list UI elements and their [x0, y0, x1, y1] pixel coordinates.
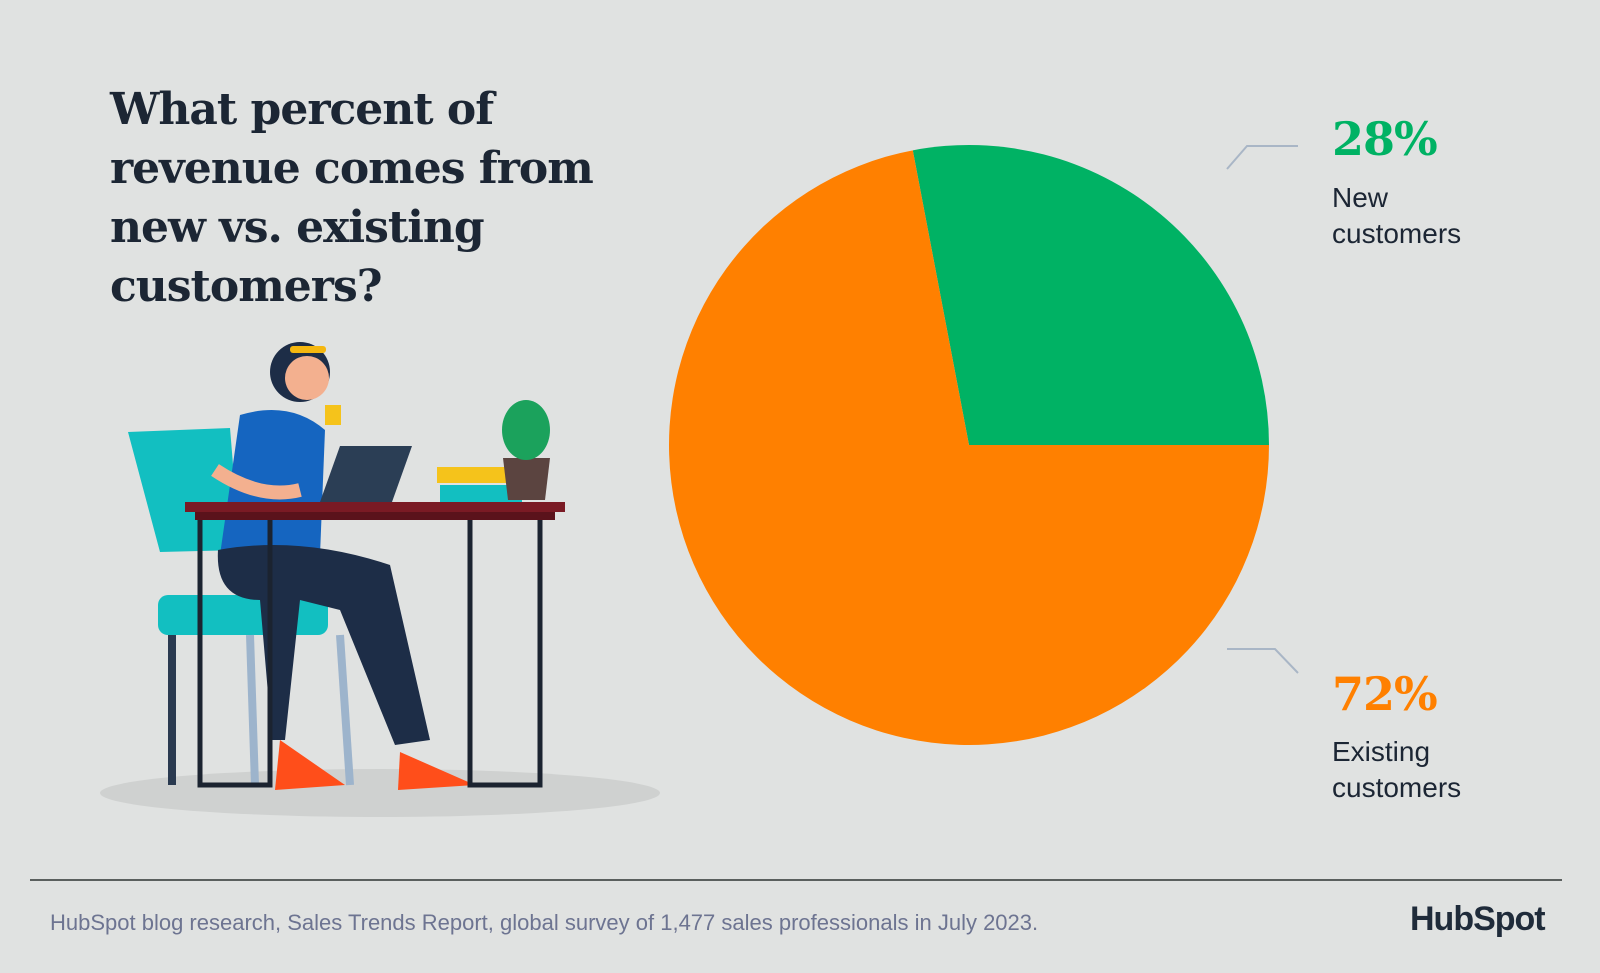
label-line: New — [1332, 182, 1389, 213]
leader-line-existing — [1227, 648, 1299, 674]
label-line: customers — [1332, 218, 1462, 249]
existing-customers-percent: 72% — [1332, 667, 1438, 721]
leader-line-new — [1226, 145, 1298, 170]
label-line: customers — [1332, 772, 1462, 803]
source-note: HubSpot blog research, Sales Trends Repo… — [50, 910, 1039, 935]
footer-divider — [30, 879, 1562, 881]
new-customers-percent: 28% — [1332, 112, 1438, 166]
hubspot-logo: HubSpot — [1410, 900, 1546, 939]
hubspot-logo-text: HubSpot — [1410, 900, 1546, 938]
new-customers-label: New customers — [1332, 180, 1461, 252]
chart-title: What percent of revenue comes from new v… — [110, 84, 594, 312]
pie-slice-existing-customers — [669, 150, 1269, 745]
label-line: Existing — [1332, 736, 1431, 767]
existing-customers-label: Existing customers — [1332, 734, 1461, 806]
pie-slice-new-customers — [912, 144, 1269, 445]
